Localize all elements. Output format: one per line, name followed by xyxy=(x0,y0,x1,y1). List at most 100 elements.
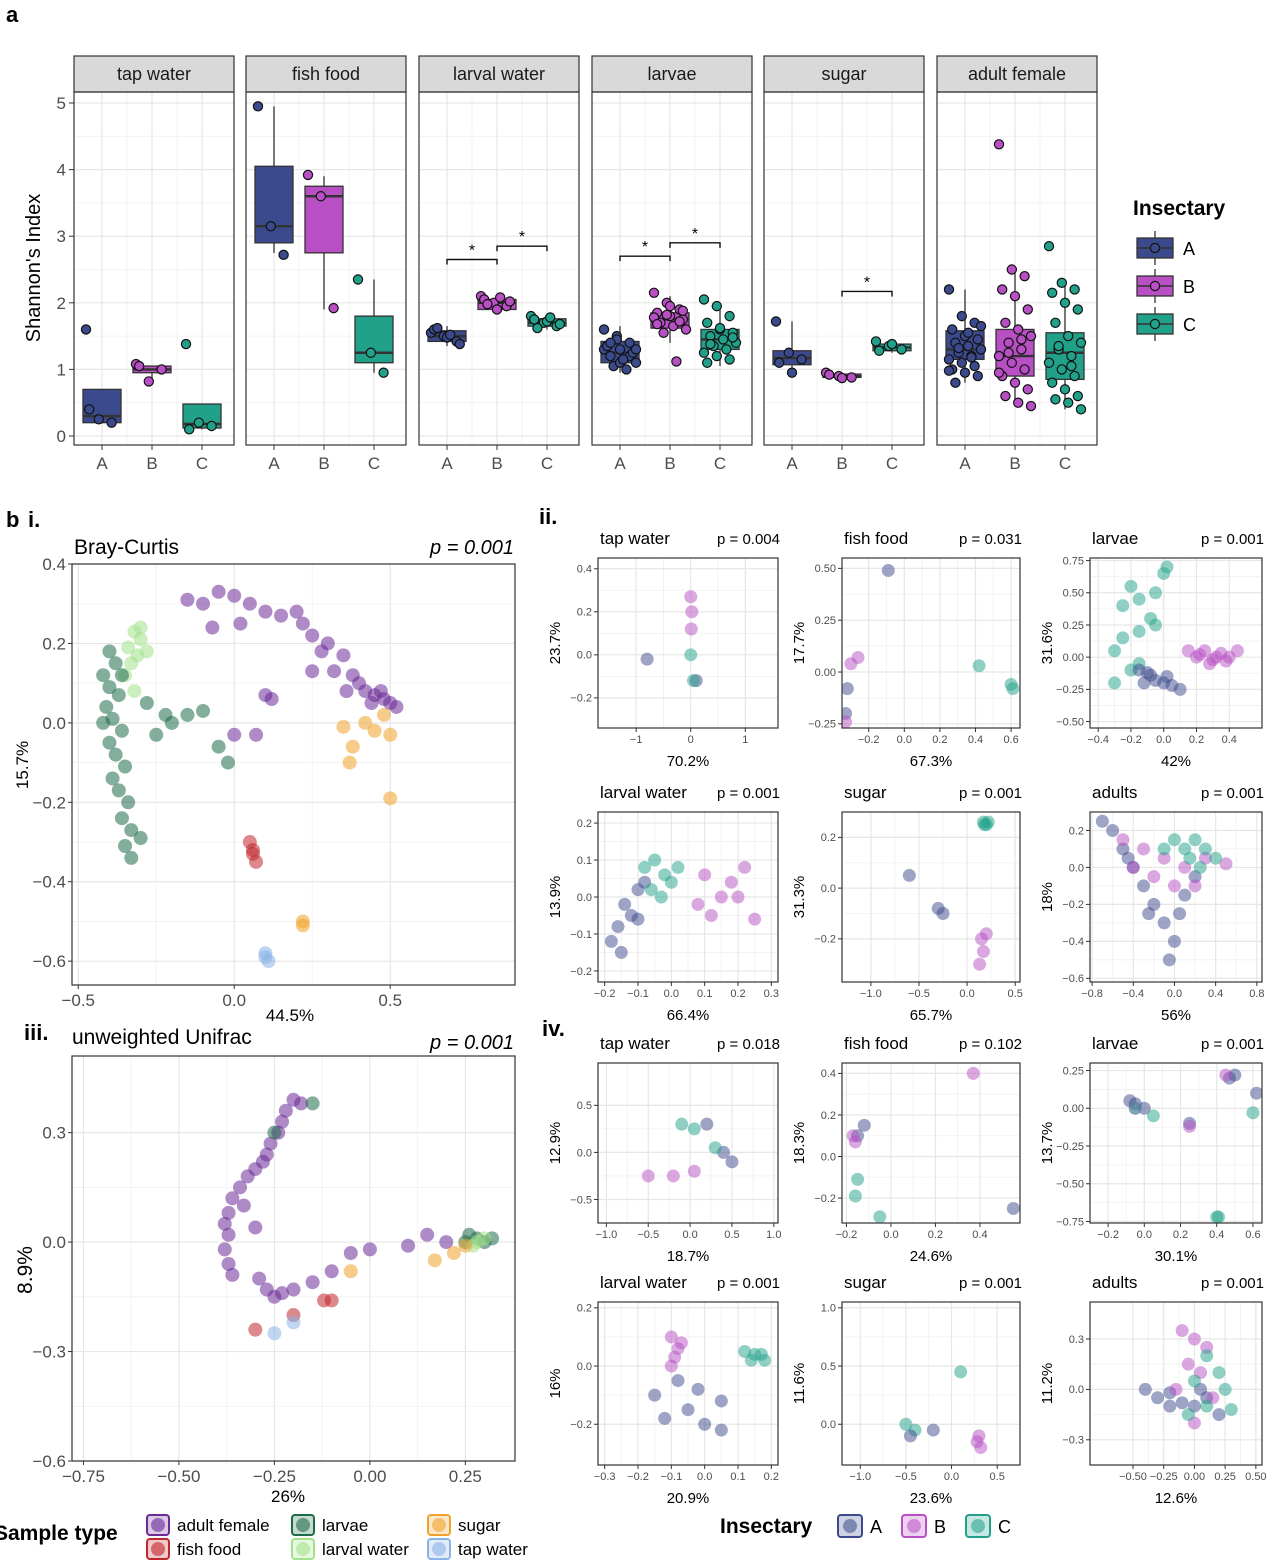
bii-larvae-point-B xyxy=(1193,648,1207,662)
facet-strip-label: tap water xyxy=(117,64,191,84)
panel-label-b-iv: iv. xyxy=(542,1016,565,1041)
bii-adults-point-A xyxy=(1106,823,1120,837)
bi-y-tick-label: −0.2 xyxy=(32,793,66,812)
bii-larvae-point-C xyxy=(1108,676,1122,690)
bi-point-larvae xyxy=(124,850,139,865)
bii-larvae-y-tick-label: 0.50 xyxy=(1063,588,1084,600)
bii-tap-water-x-tick-label: 1 xyxy=(742,734,748,746)
x-tick-label: A xyxy=(786,454,798,473)
bii-adults-point-C xyxy=(1157,842,1171,856)
bii-larval-water-y-tick-label: −0.1 xyxy=(570,929,592,941)
bii-larval-water-point-B xyxy=(748,912,762,926)
data-point xyxy=(265,221,276,232)
bii-larval-water-point-C xyxy=(648,853,662,867)
data-point xyxy=(1000,317,1011,328)
legend-title-sample-type: Sample type xyxy=(0,1522,118,1545)
bii-tap-water-x-axis-label: 70.2% xyxy=(667,753,710,770)
data-point xyxy=(698,347,710,358)
biv-adults-panel-border xyxy=(1089,1301,1263,1466)
biv-sugar-x-axis-label: 23.6% xyxy=(910,1490,953,1507)
panel-label-b-ii: ii. xyxy=(539,504,557,529)
data-point xyxy=(786,367,798,378)
data-point xyxy=(943,365,955,376)
facet-strip xyxy=(245,55,407,93)
bii-larvae-point-A xyxy=(1173,682,1187,696)
bii-fish-food-point-B xyxy=(842,715,853,728)
biv-tap-water-point-C xyxy=(708,1141,722,1155)
biv-larvae-x-tick-label: 0.2 xyxy=(1173,1229,1188,1241)
bii-tap-water-y-tick-label: 0.4 xyxy=(577,564,592,576)
bi-point-larvae xyxy=(105,771,120,786)
bi-point-larvae xyxy=(114,723,129,738)
biii-x-tick-label: −0.25 xyxy=(253,1467,296,1486)
bii-adults-point-A xyxy=(1137,879,1151,893)
biv-fish-food-point-C xyxy=(848,1189,862,1203)
bii-larval-water-y-tick-label: 0.2 xyxy=(577,818,592,830)
bii-tap-water-point-B xyxy=(685,605,699,619)
biv-sugar-title: sugar xyxy=(844,1273,887,1292)
data-point xyxy=(1066,360,1077,372)
biii-point-adult-female xyxy=(324,1264,339,1279)
bii-adults-point-A xyxy=(1178,888,1192,902)
bi-point-larvae xyxy=(180,707,195,722)
legend-label: B xyxy=(934,1517,946,1537)
biv-larvae-point-C xyxy=(1128,1101,1142,1115)
bi-point-larvae xyxy=(102,644,117,659)
facet-tap-water-panel-border xyxy=(73,91,235,446)
data-point xyxy=(1072,304,1084,315)
data-point xyxy=(618,354,629,365)
bii-larvae-y-tick-label: −0.25 xyxy=(1056,684,1084,696)
bii-adults-point-B xyxy=(1188,879,1202,893)
bii-adults-y-axis-label: 18% xyxy=(1039,882,1056,912)
biv-larvae-point-A xyxy=(1250,1086,1262,1100)
data-point xyxy=(969,360,980,372)
bii-larvae-point-B xyxy=(1219,654,1233,668)
facet-fish-food-panel-border xyxy=(245,91,407,446)
x-tick-label: B xyxy=(146,454,157,473)
bii-tap-water-y-tick-label: 0.0 xyxy=(577,650,592,662)
biv-fish-food-x-axis-label: 24.6% xyxy=(910,1248,953,1265)
x-tick-label: A xyxy=(96,454,108,473)
bii-adults-point-B xyxy=(1157,851,1171,865)
biii-point-adult-female xyxy=(401,1238,416,1253)
data-point xyxy=(658,327,669,338)
bi-point-adult-female xyxy=(389,699,404,714)
x-tick-label: C xyxy=(714,454,726,473)
biii-point-tap-water xyxy=(267,1326,282,1341)
bii-sugar-point-B xyxy=(973,957,987,971)
x-tick-label: A xyxy=(614,454,626,473)
biv-larval-water-point-A xyxy=(681,1403,695,1417)
biii-p-value: p = 0.001 xyxy=(429,1032,514,1054)
bi-y-tick-label: 0.0 xyxy=(42,714,66,733)
data-point xyxy=(664,300,676,312)
data-point xyxy=(1013,324,1024,335)
data-point xyxy=(966,352,977,363)
data-point xyxy=(1075,404,1087,415)
bi-point-adult-female xyxy=(327,664,342,679)
bii-larval-water-point-B xyxy=(724,875,738,889)
bii-sugar-x-tick-label: 0.0 xyxy=(959,988,974,1000)
bi-point-larvae xyxy=(96,668,111,683)
bii-larvae-point-C xyxy=(1124,579,1138,593)
biv-larvae-x-tick-label: −0.2 xyxy=(1097,1229,1119,1241)
biii-point-adult-female xyxy=(275,1286,290,1301)
biii-point-adult-female xyxy=(286,1282,301,1297)
data-point xyxy=(993,367,1005,378)
bii-larval-water-point-B xyxy=(731,890,745,904)
data-point xyxy=(652,318,663,330)
biv-adults-point-C xyxy=(1181,1408,1195,1422)
x-tick-label: A xyxy=(959,454,971,473)
bii-larval-water-x-tick-label: −0.1 xyxy=(627,988,649,1000)
bii-fish-food-y-axis-label: 17.7% xyxy=(791,622,808,665)
bi-point-larvae xyxy=(111,783,126,798)
bi-x-tick-label: −0.5 xyxy=(61,991,95,1010)
biv-tap-water-x-tick-label: −1.0 xyxy=(596,1229,618,1241)
data-point xyxy=(1066,350,1077,362)
data-point xyxy=(1050,394,1061,405)
data-point xyxy=(947,324,958,335)
bii-adults-x-tick-label: −0.4 xyxy=(1122,988,1144,1000)
data-point xyxy=(1056,277,1068,289)
data-point xyxy=(824,369,835,380)
biv-adults-x-axis-label: 12.6% xyxy=(1155,1490,1198,1507)
